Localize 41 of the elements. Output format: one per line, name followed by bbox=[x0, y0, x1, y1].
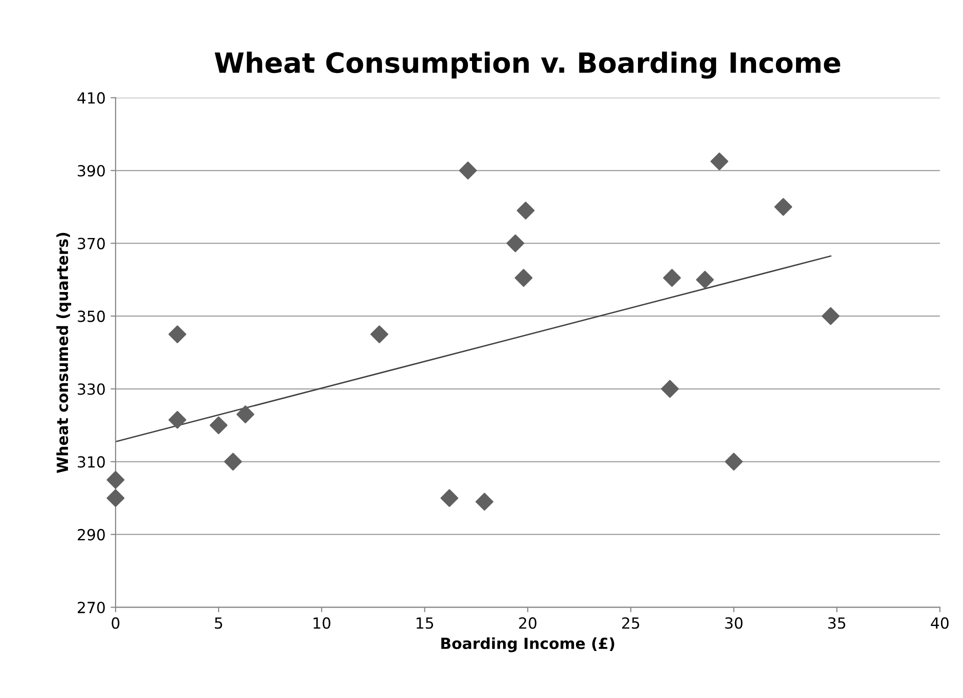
point bbox=[459, 162, 477, 180]
point bbox=[663, 268, 681, 287]
point bbox=[370, 325, 388, 344]
point bbox=[210, 416, 228, 434]
point bbox=[822, 307, 840, 326]
point bbox=[476, 492, 494, 511]
x-tick-label: 35 bbox=[828, 617, 846, 629]
point bbox=[224, 452, 242, 471]
point bbox=[514, 268, 533, 287]
chart-title: Wheat Consumption v. Boarding Income bbox=[214, 52, 840, 79]
x-tick-label: 20 bbox=[519, 617, 536, 629]
point bbox=[710, 152, 728, 170]
point bbox=[168, 325, 186, 344]
point bbox=[168, 410, 186, 429]
point bbox=[440, 489, 458, 507]
point bbox=[696, 270, 714, 289]
point bbox=[506, 234, 524, 252]
y-tick-label: 350 bbox=[78, 310, 105, 322]
point bbox=[516, 202, 535, 220]
point bbox=[661, 380, 679, 398]
point bbox=[774, 198, 792, 216]
point bbox=[106, 489, 124, 507]
y-tick-label: 330 bbox=[78, 383, 105, 395]
x-tick-label: 10 bbox=[314, 617, 330, 629]
x-tick-label: 30 bbox=[725, 617, 743, 629]
point bbox=[724, 452, 743, 471]
y-tick-label: 390 bbox=[78, 164, 105, 177]
x-tick-label: 40 bbox=[930, 617, 949, 629]
x-tick-label: 0 bbox=[112, 617, 120, 629]
y-tick-label: 370 bbox=[78, 238, 105, 250]
x-tick-label: 15 bbox=[416, 617, 434, 629]
x-tick-label: 5 bbox=[214, 617, 222, 629]
y-tick-label: 290 bbox=[78, 528, 105, 540]
x-axis-title: Boarding Income (£) bbox=[441, 637, 614, 652]
y-tick-label: 310 bbox=[78, 456, 105, 468]
y-tick-label: 270 bbox=[78, 602, 105, 614]
y-axis-title: Wheat consumed (quarters) bbox=[56, 232, 72, 473]
y-tick-label: 410 bbox=[77, 92, 105, 104]
point bbox=[236, 405, 254, 424]
point bbox=[106, 470, 124, 489]
x-tick-label: 25 bbox=[622, 617, 640, 629]
